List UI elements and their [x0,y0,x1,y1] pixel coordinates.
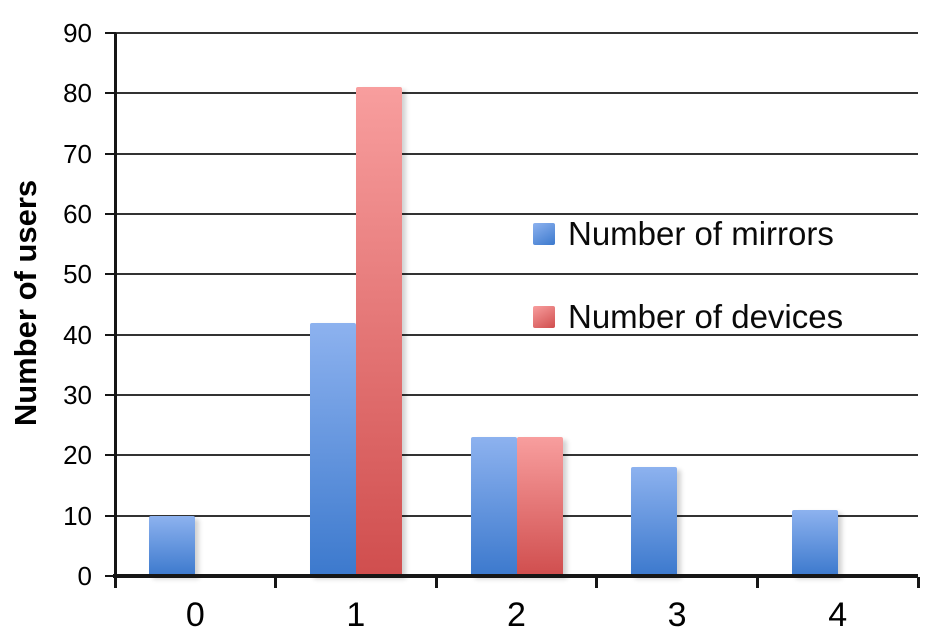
legend-marker-devices-icon [533,306,555,328]
y-tick-20 [105,454,116,457]
y-tick-40 [105,333,116,336]
x-tick-1 [274,577,278,588]
y-tick-90 [105,32,116,34]
y-tick-label-30: 30 [63,380,92,410]
gridline-30 [115,394,918,396]
bar-number-of-devices-1 [355,87,402,576]
legend-item-devices: Number of devices [533,297,843,337]
x-tick-label-1: 1 [346,596,366,634]
y-tick-label-20: 20 [63,440,92,471]
y-tick-50 [105,273,116,276]
y-tick-label-70: 70 [63,138,92,169]
y-tick-10 [105,514,116,517]
y-tick-label-40: 40 [63,319,92,350]
gridline-90 [115,32,918,34]
y-tick-0 [105,575,116,577]
gridline-60 [115,213,918,215]
y-axis-line [114,33,117,578]
y-tick-70 [105,152,116,155]
y-tick-label-90: 90 [63,18,92,48]
y-axis-title: Number of users [8,179,43,427]
x-tick-5 [916,577,920,588]
y-tick-60 [105,213,116,215]
legend: Number of mirrors Number of devices [533,214,843,337]
bar-number-of-mirrors-2 [470,437,517,576]
gridline-70 [115,152,918,155]
gridline-80 [115,92,918,95]
bar-number-of-mirrors-0 [149,515,196,576]
y-tick-label-60: 60 [63,199,92,229]
bar-number-of-devices-2 [516,437,563,576]
y-tick-label-0: 0 [77,561,92,591]
bar-number-of-mirrors-1 [309,322,356,576]
y-tick-label-80: 80 [63,78,92,109]
x-tick-label-0: 0 [185,596,205,634]
x-tick-4 [755,577,759,588]
gridline-40 [115,333,918,336]
legend-label-devices: Number of devices [568,298,844,335]
x-tick-label-2: 2 [507,596,526,634]
legend-marker-mirrors-icon [533,223,555,245]
x-tick-0 [113,577,117,588]
x-axis-line [113,574,918,578]
y-tick-30 [105,394,116,396]
x-tick-3 [595,577,599,588]
bar-number-of-mirrors-3 [631,467,678,576]
x-tick-label-3: 3 [667,596,687,634]
y-tick-label-10: 10 [63,500,92,531]
legend-item-mirrors: Number of mirrors [533,214,843,254]
legend-label-mirrors: Number of mirrors [568,215,834,252]
gridline-50 [115,273,918,276]
x-tick-label-4: 4 [828,596,848,634]
x-tick-2 [434,577,438,588]
y-tick-label-50: 50 [63,259,92,290]
y-tick-80 [105,92,116,95]
bar-number-of-mirrors-4 [791,509,838,576]
